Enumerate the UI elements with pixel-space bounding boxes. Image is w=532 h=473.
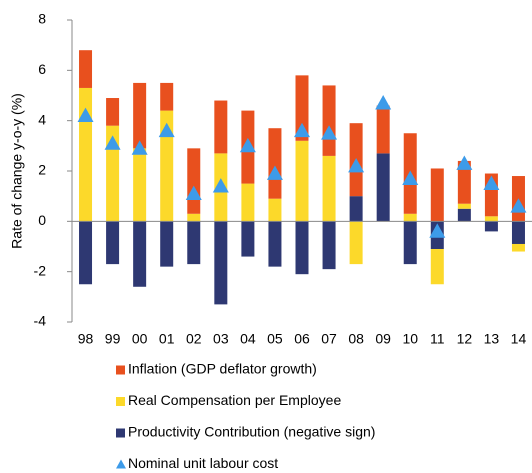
bar-segment [241, 221, 255, 257]
x-tick-label: 10 [402, 331, 418, 347]
bar-segment [322, 221, 336, 270]
x-tick-label: 07 [321, 331, 337, 347]
bar-segment [106, 98, 120, 126]
bar-segment [268, 221, 282, 267]
x-tick-label: 13 [484, 331, 500, 347]
x-tick-label: 12 [457, 331, 473, 347]
ulc-marker [185, 185, 202, 201]
ulc-marker [104, 135, 121, 150]
bar-segment [403, 213, 417, 222]
legend-marker [116, 365, 125, 375]
ulc-marker [158, 122, 175, 138]
ulc-marker [429, 223, 446, 238]
ulc-marker [456, 155, 473, 170]
ulc-marker [131, 140, 148, 155]
x-tick-label: 05 [267, 331, 283, 347]
y-tick-label: 0 [38, 212, 46, 228]
bar-segment [484, 221, 498, 232]
ulc-marker [212, 178, 229, 193]
bar-segment [376, 105, 390, 154]
legend-label: Nominal unit labour cost [128, 455, 278, 471]
bar-segment [133, 221, 147, 287]
legend-marker [116, 397, 125, 406]
ulc-marker [510, 198, 527, 213]
bar-segment [511, 221, 525, 244]
ulc-marker [294, 122, 310, 138]
bar-segment [349, 196, 363, 222]
bar-segment [322, 155, 336, 222]
y-tick-label: 4 [38, 111, 46, 127]
bar-segment [79, 50, 93, 88]
bar-segment [268, 128, 282, 199]
x-tick-label: 06 [294, 331, 310, 347]
ulc-marker [348, 157, 365, 173]
bar-segment [457, 203, 471, 209]
legend-label: Productivity Contribution (negative sign… [128, 424, 375, 440]
bar-segment [214, 100, 228, 154]
x-tick-label: 03 [213, 331, 229, 347]
y-tick-label: 2 [38, 162, 46, 178]
bar-segment [187, 213, 201, 222]
bar-segment [349, 221, 363, 265]
ulc-marker [266, 165, 283, 180]
y-tick-label: -4 [34, 313, 47, 329]
bar-segment [295, 75, 309, 141]
y-axis-label: Rate of change y-o-y (%) [9, 93, 25, 249]
x-tick-label: 14 [511, 331, 527, 347]
bar-segment [430, 249, 444, 285]
y-tick-label: 8 [38, 11, 46, 27]
bar-segment [295, 221, 309, 275]
bar-segment [457, 160, 471, 204]
x-tick-label: 04 [240, 331, 256, 347]
legend-label: Inflation (GDP deflator growth) [128, 361, 317, 377]
x-tick-label: 98 [78, 331, 94, 347]
bar-segment [133, 148, 147, 222]
bar-segment [187, 148, 201, 214]
ulc-marker [375, 95, 392, 110]
bar-segment [403, 221, 417, 265]
bar-segment [187, 221, 201, 265]
bar-segment [511, 243, 525, 252]
x-tick-label: 99 [105, 331, 121, 347]
bar-segment [268, 198, 282, 222]
ulc-marker [483, 175, 500, 190]
ulc-marker [321, 125, 338, 140]
bar-segment [376, 153, 390, 222]
bar-segment [295, 140, 309, 222]
y-tick-label: -2 [34, 262, 47, 278]
bar-segment [430, 168, 444, 222]
bar-segment [484, 216, 498, 222]
x-tick-label: 01 [159, 331, 175, 347]
x-tick-label: 09 [375, 331, 391, 347]
bar-segment [106, 221, 120, 265]
x-tick-label: 11 [430, 331, 445, 347]
x-tick-label: 02 [186, 331, 202, 347]
y-tick-label: 6 [38, 61, 46, 77]
x-tick-label: 08 [348, 331, 364, 347]
ulc-marker [77, 107, 94, 123]
bar-segment [160, 221, 174, 267]
legend-marker [116, 428, 125, 438]
x-tick-label: 00 [132, 331, 148, 347]
bar-segment [241, 183, 255, 222]
bar-segment [457, 208, 471, 222]
bar-segment [160, 82, 174, 111]
ulc-marker [402, 170, 419, 185]
bar-segment [322, 85, 336, 156]
bar-segment [214, 221, 228, 305]
bar-segment [79, 221, 93, 285]
bar-segment [160, 110, 174, 222]
ulc-marker [239, 137, 256, 153]
legend-label: Real Compensation per Employee [128, 392, 341, 408]
legend-marker [116, 459, 126, 469]
bar-segment [133, 82, 147, 149]
